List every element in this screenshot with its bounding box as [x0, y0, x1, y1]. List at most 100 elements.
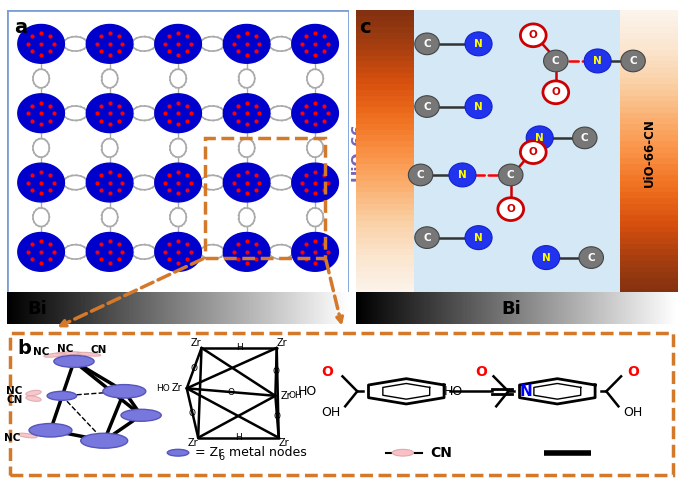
Polygon shape	[315, 175, 338, 190]
Polygon shape	[292, 175, 315, 190]
Polygon shape	[306, 163, 324, 183]
Text: O: O	[551, 87, 560, 97]
Polygon shape	[247, 44, 268, 62]
Polygon shape	[178, 234, 199, 252]
Polygon shape	[41, 106, 64, 120]
Polygon shape	[110, 183, 131, 200]
Polygon shape	[110, 26, 131, 44]
Text: CN: CN	[429, 446, 451, 460]
Text: UiO-66-CN: UiO-66-CN	[643, 118, 656, 186]
Polygon shape	[101, 163, 119, 183]
Polygon shape	[20, 183, 41, 200]
Text: OH: OH	[321, 406, 340, 419]
Polygon shape	[178, 244, 201, 259]
Text: 6: 6	[219, 452, 225, 462]
Text: CN: CN	[6, 395, 23, 405]
Polygon shape	[157, 26, 178, 44]
Polygon shape	[225, 26, 247, 44]
Text: Zr: Zr	[277, 338, 288, 348]
Polygon shape	[101, 113, 119, 132]
Polygon shape	[110, 44, 131, 62]
Text: Bi: Bi	[501, 300, 521, 318]
Text: C: C	[423, 233, 431, 242]
Polygon shape	[169, 113, 187, 132]
Polygon shape	[225, 252, 247, 270]
Circle shape	[499, 164, 523, 186]
Text: b: b	[17, 339, 31, 358]
Polygon shape	[88, 252, 110, 270]
Polygon shape	[101, 44, 119, 63]
Polygon shape	[306, 25, 324, 44]
Polygon shape	[88, 95, 110, 113]
Polygon shape	[101, 232, 119, 252]
Polygon shape	[306, 44, 324, 63]
Text: O: O	[189, 409, 196, 417]
Polygon shape	[225, 183, 247, 200]
Circle shape	[465, 226, 492, 250]
Text: C: C	[588, 253, 595, 263]
Ellipse shape	[77, 352, 101, 356]
Polygon shape	[169, 183, 187, 202]
Polygon shape	[101, 94, 119, 113]
Polygon shape	[247, 106, 270, 120]
Polygon shape	[169, 252, 187, 271]
Polygon shape	[238, 44, 256, 63]
Polygon shape	[247, 95, 268, 113]
Polygon shape	[315, 244, 338, 259]
Polygon shape	[110, 175, 133, 190]
Text: HO: HO	[156, 384, 170, 393]
Ellipse shape	[29, 424, 72, 437]
Polygon shape	[223, 37, 247, 51]
Polygon shape	[18, 175, 41, 190]
Polygon shape	[88, 44, 110, 62]
Polygon shape	[157, 183, 178, 200]
Polygon shape	[86, 106, 110, 120]
Text: Zr: Zr	[191, 338, 201, 348]
Polygon shape	[157, 95, 178, 113]
Ellipse shape	[121, 409, 161, 421]
Polygon shape	[294, 234, 315, 252]
Polygon shape	[225, 234, 247, 252]
Polygon shape	[20, 165, 41, 183]
Polygon shape	[315, 183, 336, 200]
Polygon shape	[20, 44, 41, 62]
Circle shape	[543, 81, 569, 104]
Polygon shape	[32, 252, 50, 271]
Polygon shape	[157, 113, 178, 131]
Circle shape	[579, 247, 603, 269]
Polygon shape	[155, 37, 178, 51]
Polygon shape	[247, 252, 268, 270]
Polygon shape	[110, 37, 133, 51]
Text: C: C	[630, 56, 637, 66]
Text: c: c	[360, 18, 371, 37]
Polygon shape	[178, 165, 199, 183]
Polygon shape	[157, 44, 178, 62]
Polygon shape	[238, 113, 256, 132]
Text: C: C	[581, 133, 588, 143]
Polygon shape	[247, 26, 268, 44]
Polygon shape	[238, 25, 256, 44]
Polygon shape	[32, 44, 50, 63]
Polygon shape	[41, 113, 62, 131]
Circle shape	[521, 141, 546, 164]
Polygon shape	[315, 165, 336, 183]
Text: metal nodes: metal nodes	[225, 446, 307, 459]
FancyBboxPatch shape	[356, 10, 678, 295]
Ellipse shape	[18, 433, 37, 438]
Polygon shape	[306, 183, 324, 202]
Polygon shape	[178, 175, 201, 190]
Polygon shape	[101, 183, 119, 202]
Text: OH: OH	[623, 406, 643, 419]
Polygon shape	[32, 94, 50, 113]
Polygon shape	[238, 183, 256, 202]
Polygon shape	[88, 183, 110, 200]
Polygon shape	[315, 106, 338, 120]
Polygon shape	[110, 234, 131, 252]
Text: O: O	[190, 364, 198, 372]
Polygon shape	[178, 183, 199, 200]
Polygon shape	[20, 113, 41, 131]
Text: O: O	[227, 387, 234, 397]
Text: C: C	[423, 39, 431, 49]
Ellipse shape	[26, 396, 41, 401]
Polygon shape	[238, 232, 256, 252]
